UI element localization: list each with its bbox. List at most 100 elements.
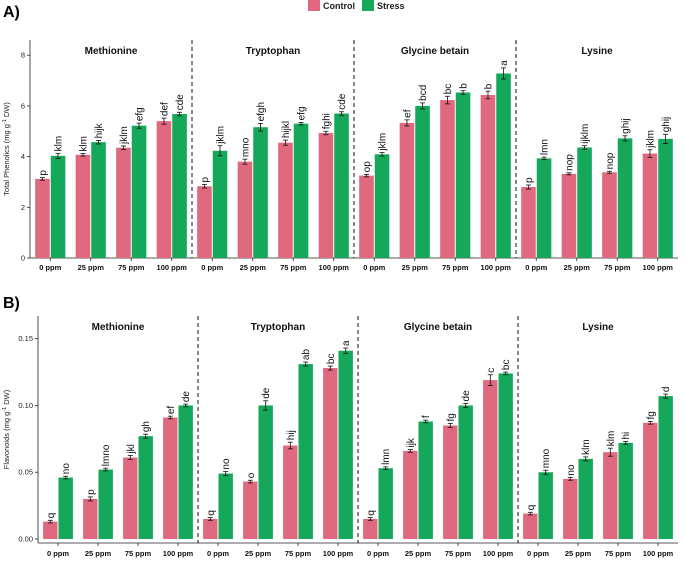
significance-label: f (421, 415, 432, 418)
bar-stress (50, 155, 66, 258)
bar-stress (374, 154, 390, 258)
significance-label: efgh (256, 102, 267, 121)
bar-stress (617, 138, 633, 258)
legend-swatch-stress (362, 0, 374, 11)
error-bar (460, 90, 466, 95)
significance-label: b (459, 83, 470, 89)
x-tick-label: 25 ppm (405, 549, 432, 558)
error-bar (63, 475, 69, 480)
significance-label: c (486, 368, 497, 373)
bar-control (203, 518, 218, 539)
error-bar (263, 400, 269, 411)
x-tick-label: 75 ppm (125, 549, 152, 558)
y-tick-label: 6 (21, 101, 25, 110)
x-tick-label: 75 ppm (445, 549, 472, 558)
bar-control (480, 95, 496, 258)
bar-stress (496, 73, 511, 258)
error-bar (485, 90, 491, 100)
bar-control (163, 417, 178, 539)
significance-label: jklm (216, 126, 227, 145)
significance-label: mno (541, 448, 552, 468)
error-bar (583, 456, 589, 462)
significance-label: hij (286, 430, 297, 440)
bar-stress (138, 436, 153, 539)
error-bar (143, 433, 149, 439)
error-bar (444, 95, 450, 105)
bar-stress (334, 113, 349, 258)
error-bar (582, 145, 588, 150)
significance-label: lmn (381, 449, 392, 465)
error-bar (487, 374, 493, 386)
significance-label: d (661, 387, 672, 393)
bar-control (243, 481, 258, 539)
y-tick-label: 0.00 (18, 534, 33, 543)
significance-label: efg (297, 106, 308, 120)
panel-b: B) 0.00 0.05 0.10 0.15 Flavonoids (mg g-1 DW… (2, 295, 678, 558)
bar-control (642, 153, 658, 258)
error-bar (120, 145, 126, 150)
bar-control (483, 380, 498, 539)
significance-label: q (46, 513, 57, 519)
bar-control (323, 368, 338, 539)
significance-label: klm (606, 431, 617, 447)
error-bar (223, 471, 229, 476)
legend-label-stress: Stress (377, 1, 405, 11)
significance-label: ijklm (580, 124, 591, 144)
bar-control (563, 478, 578, 539)
bar-control (603, 452, 618, 539)
error-bar (287, 441, 293, 450)
bar-control (440, 100, 455, 258)
bar-stress (98, 469, 113, 539)
bar-control (116, 147, 131, 258)
x-tick-label: 0 ppm (527, 549, 549, 558)
error-bar (420, 102, 426, 110)
bar-control (443, 425, 458, 539)
significance-label: cde (175, 94, 186, 111)
significance-label: de (181, 391, 192, 403)
bar-stress (378, 468, 393, 539)
facet-title: Methionine (85, 46, 138, 57)
significance-label: no (566, 464, 577, 476)
significance-label: jklm (378, 133, 389, 152)
error-bar (663, 133, 669, 144)
significance-label: jklm (645, 130, 656, 149)
error-bar (323, 130, 329, 136)
bar-control (521, 187, 536, 258)
bar-stress (178, 405, 193, 539)
significance-label: ef (166, 406, 177, 415)
error-bar (303, 361, 309, 367)
error-bar (567, 477, 573, 481)
error-bar (407, 449, 413, 453)
bar-stress (458, 405, 473, 539)
error-bar (258, 122, 264, 132)
bar-control (283, 445, 298, 539)
error-bar (663, 393, 669, 399)
error-bar (207, 517, 213, 521)
facet-title: Glycine betain (401, 46, 469, 57)
x-tick-label: 75 ppm (285, 549, 312, 558)
x-tick-label: 75 ppm (280, 263, 307, 272)
error-bar (55, 152, 61, 159)
bar-stress (415, 105, 430, 258)
significance-label: klm (78, 136, 89, 152)
bar-stress (298, 364, 313, 539)
error-bar (327, 365, 333, 371)
significance-label: jklm (119, 126, 130, 145)
bar-control (363, 518, 378, 539)
significance-label: fghi (321, 113, 332, 129)
bar-stress (658, 396, 673, 539)
x-tick-label: 100 ppm (323, 549, 354, 558)
error-bar (96, 139, 102, 145)
bar-control (75, 154, 91, 258)
significance-label: nop (564, 154, 575, 171)
significance-label: q (206, 510, 217, 516)
error-bar (423, 419, 429, 424)
x-tick-label: 25 ppm (565, 549, 592, 558)
legend-swatch-control (308, 0, 320, 11)
bar-stress (131, 125, 147, 258)
x-tick-label: 0 ppm (201, 263, 223, 272)
error-bar (242, 158, 248, 165)
significance-label: ab (301, 349, 312, 361)
error-bar (501, 67, 507, 80)
